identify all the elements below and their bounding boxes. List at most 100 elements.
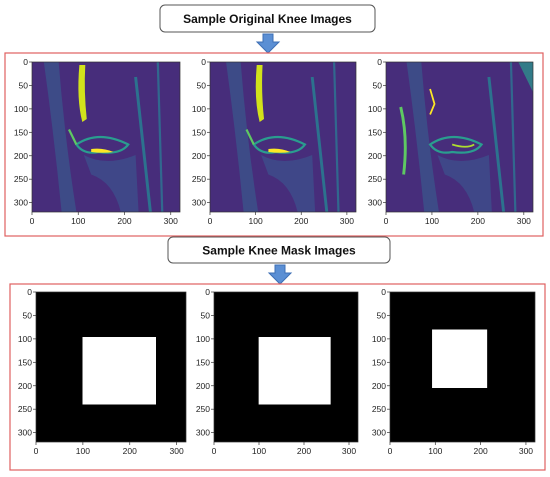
axes-frame [31,61,181,213]
panel-frame [4,52,544,237]
x-tick-label: 300 [519,446,533,456]
axes-frame [35,291,187,443]
knee-anatomy [226,61,340,213]
x-tick-label: 200 [474,446,488,456]
x-tick-label: 100 [425,216,439,226]
mask-region [82,337,156,405]
x-tick-label: 0 [30,216,35,226]
tissue [43,62,77,212]
y-tick-label: 150 [372,357,386,367]
tissue [518,62,533,92]
tissue [509,61,517,213]
y-tick-label: 50 [23,310,33,320]
y-tick-label: 150 [196,357,210,367]
section-label: Sample Knee Mask Images [202,244,356,258]
tissue [261,155,316,212]
axes-frame [389,291,536,443]
bright [429,88,436,115]
x-tick-label: 300 [342,446,356,456]
y-tick-label: 150 [368,127,382,137]
label-box [167,236,391,264]
tissue [333,61,340,213]
section-label: Sample Original Knee Images [183,12,352,26]
knee-anatomy [43,61,164,213]
bright [451,143,475,148]
x-tick-label: 300 [340,216,354,226]
x-tick-label: 300 [517,216,531,226]
y-tick-label: 200 [372,381,386,391]
bright [255,65,265,122]
tissue [310,76,329,213]
x-tick-label: 100 [249,216,263,226]
knee-anatomy [399,61,533,213]
y-tick-label: 300 [372,428,386,438]
y-tick-label: 50 [373,80,383,90]
y-tick-label: 150 [14,127,28,137]
x-tick-label: 300 [164,216,178,226]
x-tick-label: 0 [34,446,39,456]
y-tick-label: 100 [368,104,382,114]
y-tick-label: 0 [205,287,210,297]
y-tick-label: 0 [27,287,32,297]
x-tick-label: 200 [471,216,485,226]
bright [68,128,78,146]
tissue [156,61,164,213]
tissue [134,76,152,213]
x-tick-label: 0 [212,446,217,456]
y-tick-label: 0 [381,287,386,297]
y-tick-label: 250 [18,404,32,414]
panel-frame [9,283,546,471]
y-tick-label: 250 [368,174,382,184]
y-tick-label: 200 [196,381,210,391]
y-tick-label: 0 [377,57,382,67]
tissue [226,62,259,212]
y-tick-label: 100 [192,104,206,114]
y-tick-label: 50 [19,80,29,90]
tissue [74,135,130,154]
y-tick-label: 50 [377,310,387,320]
y-tick-label: 150 [192,127,206,137]
y-tick-label: 200 [192,151,206,161]
y-tick-label: 200 [14,151,28,161]
mask-region [432,329,488,388]
bright [399,106,407,175]
mask-region [258,337,331,405]
x-tick-label: 200 [297,446,311,456]
y-tick-label: 0 [23,57,28,67]
y-tick-label: 200 [368,151,382,161]
y-tick-label: 300 [14,198,28,208]
y-tick-label: 100 [372,334,386,344]
y-tick-label: 100 [196,334,210,344]
tissue [487,76,506,213]
y-tick-label: 150 [18,357,32,367]
x-tick-label: 200 [123,446,137,456]
tissue [83,155,139,212]
y-tick-label: 50 [197,80,207,90]
y-tick-label: 50 [201,310,211,320]
x-tick-label: 0 [384,216,389,226]
y-tick-label: 300 [196,428,210,438]
y-tick-label: 0 [201,57,206,67]
x-tick-label: 0 [208,216,213,226]
label-box [159,4,376,33]
y-tick-label: 300 [368,198,382,208]
arrow [267,264,293,285]
bright [78,65,87,122]
x-tick-label: 300 [170,446,184,456]
y-tick-label: 300 [192,198,206,208]
y-tick-label: 250 [14,174,28,184]
axes-frame [209,61,357,213]
x-tick-label: 100 [252,446,266,456]
x-tick-label: 200 [294,216,308,226]
y-tick-label: 250 [372,404,386,414]
y-tick-label: 250 [196,404,210,414]
axes-frame [213,291,359,443]
y-tick-label: 100 [18,334,32,344]
bright [91,148,114,153]
y-tick-label: 100 [14,104,28,114]
